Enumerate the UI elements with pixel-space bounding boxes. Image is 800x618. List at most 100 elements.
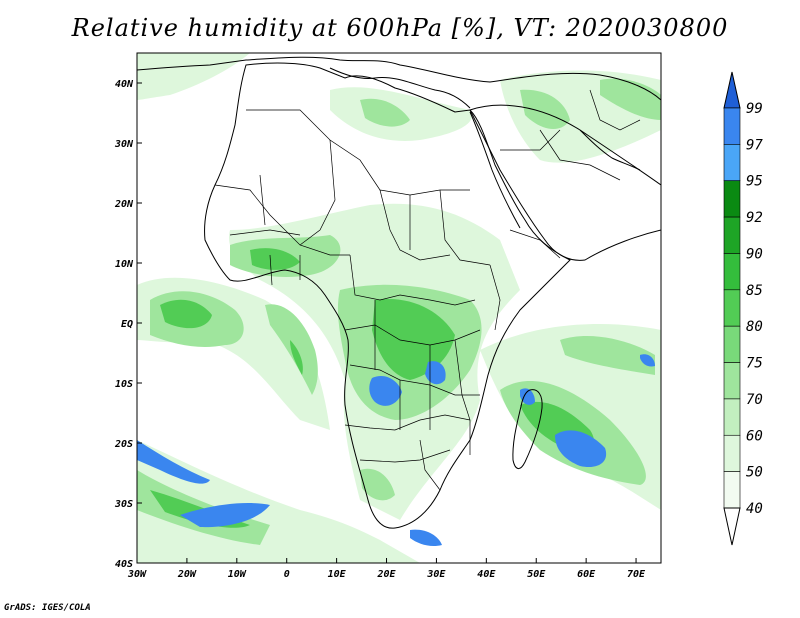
colorbar-label: 95 <box>746 174 763 190</box>
grads-credit: GrADS: IGES/COLA <box>4 603 91 613</box>
country-border <box>539 129 621 181</box>
y-tick-label: 20N <box>114 199 134 210</box>
y-tick-label: 10N <box>115 259 134 270</box>
coastlines <box>137 56 661 529</box>
mediterranean-coastline <box>329 67 471 109</box>
y-tick-label: 40N <box>115 79 134 90</box>
x-tick-label: 30W <box>127 569 147 580</box>
map-area: 30W 20W 10W 0 10E 20E 30E 40E 50E 60E 70E 40N 30N 20… <box>114 52 662 580</box>
colorbar-box <box>723 289 741 327</box>
country-border <box>500 129 561 151</box>
country-border <box>379 189 451 261</box>
humidity-field <box>137 53 661 563</box>
colorbar-box <box>723 398 741 436</box>
saturated-region <box>555 430 607 468</box>
saturated-region <box>137 440 210 484</box>
colorbar-label: 50 <box>746 465 763 481</box>
saturated-region <box>180 503 270 528</box>
x-tick-label: 60E <box>577 569 596 580</box>
arabia-coastline <box>469 104 661 261</box>
x-tick-label: 10E <box>328 569 347 580</box>
y-tick-label: 30S <box>114 499 133 510</box>
colorbar-box <box>723 362 741 400</box>
europe-coastline <box>137 56 661 101</box>
colorbar-label: 70 <box>746 392 763 408</box>
colorbar-box <box>723 253 741 291</box>
country-border <box>344 414 471 431</box>
y-tick-label: EQ <box>121 319 133 330</box>
moist-region-medium <box>360 468 395 501</box>
country-border <box>509 229 561 259</box>
country-border <box>589 89 641 131</box>
country-border <box>246 109 470 196</box>
moist-region-medium <box>520 89 570 130</box>
colorbar-labels: 99 97 95 92 90 85 80 75 70 60 50 40 <box>746 101 763 517</box>
y-tick-label: 10S <box>115 379 133 390</box>
africa-coastline <box>204 62 571 529</box>
moist-region-medium <box>560 335 655 375</box>
y-axis-ticks: 40N 30N 20N 10N EQ 10S 20S 30S 40S <box>114 79 142 570</box>
country-borders <box>214 89 641 491</box>
red-sea-coastline <box>469 111 521 229</box>
x-tick-label: 20E <box>376 569 396 580</box>
country-border <box>214 184 350 256</box>
country-border <box>349 254 476 306</box>
country-border <box>229 229 301 236</box>
colorbar-label: 40 <box>746 501 763 517</box>
colorbar-box <box>723 144 741 182</box>
moist-region-dark <box>372 299 455 380</box>
colorbar-box <box>723 180 741 218</box>
saturated-region <box>369 375 402 406</box>
x-tick-label: 40E <box>477 569 496 580</box>
colorbar-label: 97 <box>746 137 763 153</box>
country-border <box>359 449 451 463</box>
colorbar-label: 99 <box>746 101 763 117</box>
map-frame <box>136 52 662 564</box>
country-border <box>489 264 501 331</box>
colorbar-top-arrow <box>723 71 741 109</box>
colorbar-box <box>723 107 741 145</box>
colorbar-label: 90 <box>746 246 763 262</box>
x-tick-label: 20W <box>177 569 197 580</box>
colorbar-box <box>723 325 741 363</box>
saturated-region <box>520 388 535 405</box>
moist-region-medium <box>360 98 410 127</box>
x-tick-label: 10W <box>228 569 247 580</box>
y-tick-label: 40S <box>115 559 133 570</box>
colorbar-bottom-arrow <box>723 507 741 546</box>
madagascar-coastline <box>512 389 543 469</box>
moist-region-dark <box>160 299 212 329</box>
x-tick-label: 50E <box>527 569 546 580</box>
x-tick-label: 0 <box>284 569 290 580</box>
country-border <box>299 139 336 246</box>
x-axis-ticks: 30W 20W 10W 0 10E 20E 30E 40E 50E 60E 70E <box>127 558 646 580</box>
persian-gulf-coastline <box>579 129 641 171</box>
country-border <box>454 339 471 455</box>
colorbar-box <box>723 434 741 472</box>
moist-region-light <box>137 53 250 100</box>
map-title: Relative humidity at 600hPa [%], VT: 202… <box>71 14 729 42</box>
colorbar-box <box>723 216 741 254</box>
y-tick-label: 20S <box>114 439 133 450</box>
colorbar-label: 85 <box>746 283 763 299</box>
x-tick-label: 70E <box>627 569 646 580</box>
y-tick-label: 30N <box>114 139 134 150</box>
colorbar-label: 60 <box>746 428 763 444</box>
country-border <box>269 254 273 286</box>
colorbar-box <box>723 471 741 509</box>
moist-region-dark <box>290 340 303 375</box>
moist-region-dark <box>250 248 300 270</box>
x-tick-label: 30E <box>426 569 446 580</box>
colorbar: 99 97 95 92 90 85 80 75 70 60 50 40 <box>723 71 763 546</box>
country-border <box>439 189 491 266</box>
country-border <box>259 174 266 226</box>
country-border <box>344 324 481 346</box>
colorbar-label: 80 <box>746 319 763 335</box>
colorbar-label: 92 <box>746 210 763 226</box>
colorbar-label: 75 <box>746 356 763 372</box>
saturated-region <box>640 354 655 367</box>
colorbar-boxes <box>723 107 741 509</box>
saturated-region <box>410 529 442 547</box>
country-border <box>419 439 441 491</box>
